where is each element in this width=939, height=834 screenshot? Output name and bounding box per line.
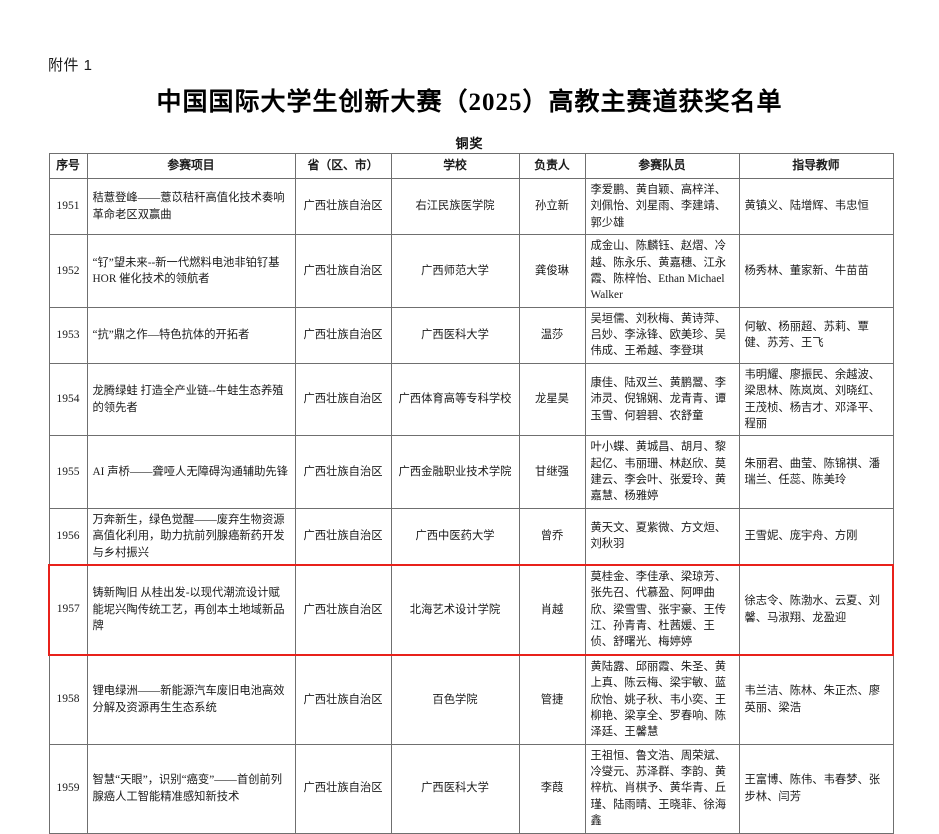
cell-project: 智慧“天眼”，识别“癌变”——首创前列腺癌人工智能精准感知新技术 — [86, 743, 296, 834]
cell-teachers: 朱丽君、曲莹、陈锦祺、潘瑞兰、任蕊、陈美玲 — [738, 435, 894, 509]
table-row: 1951 秸薏登峰——薏苡秸秆高值化技术奏响革命老区双赢曲 广西壮族自治区 右江民族医… — [48, 177, 894, 236]
cell-province: 广西壮族自治区 — [294, 306, 392, 364]
cell-project: 秸薏登峰——薏苡秸秆高值化技术奏响革命老区双赢曲 — [86, 177, 296, 236]
page-title: 中国国际大学生创新大赛（2025）高教主赛道获奖名单 — [156, 89, 783, 116]
cell-leader: 温莎 — [518, 306, 586, 364]
cell-school: 广西医科大学 — [390, 743, 520, 834]
cell-members: 王祖恒、鲁文浩、周荣斌、冷燮元、苏泽群、李韵、黄梓杭、肖棋予、黄华青、丘瑾、陆雨… — [584, 743, 740, 834]
cell-school: 右江民族医学院 — [390, 177, 520, 236]
column-header-school: 学校 — [390, 153, 520, 179]
cell-leader: 龚俊琳 — [518, 234, 586, 308]
cell-members: 李爱鹏、黄自颖、高梓洋、刘佩怡、刘星雨、李建靖、郭少雄 — [584, 177, 740, 236]
column-header-teachers: 指导教师 — [738, 153, 894, 179]
cell-leader: 曾乔 — [518, 507, 586, 566]
cell-teachers: 王雪妮、庞宇舟、方刚 — [738, 507, 894, 566]
cell-project: 万奔新生，绿色觉醒——废弃生物资源高值化利用，助力抗前列腺癌新药开发与乡村振兴 — [86, 507, 296, 566]
cell-project: 龙腾绿蛙 打造全产业链--牛蛙生态养殖的领先者 — [86, 362, 296, 437]
cell-project: 锂电绿洲——新能源汽车废旧电池高效分解及资源再生生态系统 — [86, 654, 296, 745]
cell-seq: 1952 — [48, 234, 88, 308]
document-page: 附件 1 中国国际大学生创新大赛（2025）高教主赛道获奖名单 铜奖 序号 参赛… — [48, 57, 894, 834]
cell-school: 广西医科大学 — [390, 306, 520, 364]
cell-seq: 1951 — [48, 177, 88, 236]
column-header-leader: 负责人 — [518, 153, 586, 179]
column-header-province: 省（区、市） — [294, 153, 392, 179]
cell-teachers: 韦兰洁、陈林、朱正杰、廖英丽、梁浩 — [738, 654, 894, 745]
cell-leader: 李葭 — [518, 743, 586, 834]
cell-project: “抗”鼎之作—特色抗体的开拓者 — [86, 306, 296, 364]
cell-members: 莫桂金、李佳承、梁琼芳、张先召、代慕盈、阿呷曲欣、梁雪雪、张宇豪、王传江、孙青青… — [584, 563, 740, 656]
column-header-seq: 序号 — [48, 153, 88, 179]
cell-school: 广西金融职业技术学院 — [390, 435, 520, 509]
cell-school: 广西中医药大学 — [390, 507, 520, 566]
cell-seq: 1956 — [48, 507, 88, 566]
table-row: 1953 “抗”鼎之作—特色抗体的开拓者 广西壮族自治区 广西医科大学 温莎 吴垣儒、刘秋… — [48, 306, 894, 364]
table-row: 1959 智慧“天眼”，识别“癌变”——首创前列腺癌人工智能精准感知新技术 广西壮族… — [48, 743, 894, 834]
cell-province: 广西壮族自治区 — [294, 654, 392, 745]
cell-province: 广西壮族自治区 — [294, 507, 392, 566]
table-row: 1956 万奔新生，绿色觉醒——废弃生物资源高值化利用，助力抗前列腺癌新药开发与乡… — [48, 507, 894, 566]
cell-project: AI 声桥——聋哑人无障碍沟通辅助先锋 — [86, 435, 296, 509]
cell-province: 广西壮族自治区 — [294, 563, 392, 656]
cell-members: 吴垣儒、刘秋梅、黄诗萍、吕妙、李泳锋、欧美珍、吴伟成、王希越、李登琪 — [584, 306, 740, 364]
cell-leader: 龙星昊 — [518, 362, 586, 437]
cell-leader: 甘继强 — [518, 435, 586, 509]
table-header-row: 序号 参赛项目 省（区、市） 学校 负责人 参赛队员 指导教师 — [48, 153, 894, 179]
cell-teachers: 何敏、杨丽超、苏莉、覃健、苏芳、王飞 — [738, 306, 894, 364]
cell-members: 成金山、陈麟钰、赵熠、冷越、陈永乐、黄嘉穗、江永霞、陈梓怡、Ethan Mich… — [584, 234, 740, 308]
cell-province: 广西壮族自治区 — [294, 177, 392, 236]
cell-seq: 1958 — [48, 654, 88, 745]
cell-members: 叶小蝶、黄城昌、胡月、黎起亿、韦丽珊、林赵欣、莫建云、李会叶、张爱玲、黄嘉慧、杨… — [584, 435, 740, 509]
table-row: 1958 锂电绿洲——新能源汽车废旧电池高效分解及资源再生生态系统 广西壮族自治区百… — [48, 654, 894, 745]
cell-teachers: 杨秀林、董家新、牛苗苗 — [738, 234, 894, 308]
cell-school: 广西师范大学 — [390, 234, 520, 308]
table-row: 1955 AI 声桥——聋哑人无障碍沟通辅助先锋 广西壮族自治区 广西金融职业技术学院… — [48, 435, 894, 509]
table-row: 1952 “钌”望未来--新一代燃料电池非铂钌基 HOR 催化技术的领航者 广西壮族… — [48, 234, 894, 308]
table-row-highlighted: 1957 铸新陶旧 从桂出发-以现代潮流设计赋能坭兴陶传统工艺，再创本土地域新品牌… — [48, 563, 894, 656]
cell-seq: 1953 — [48, 306, 88, 364]
cell-province: 广西壮族自治区 — [294, 743, 392, 834]
cell-leader: 肖越 — [518, 563, 586, 656]
cell-members: 康佳、陆双兰、黄鹏翯、李沛灵、倪锦娴、龙青青、谭玉雪、何碧碧、农舒童 — [584, 362, 740, 437]
cell-teachers: 徐志令、陈渤水、云夏、刘馨、马淑翔、龙盈迎 — [738, 563, 894, 656]
cell-province: 广西壮族自治区 — [294, 362, 392, 437]
cell-teachers: 黄镇义、陆增辉、韦忠恒 — [738, 177, 894, 236]
table-body: 1951 秸薏登峰——薏苡秸秆高值化技术奏响革命老区双赢曲 广西壮族自治区 右江民族医… — [48, 177, 894, 834]
column-header-project: 参赛项目 — [86, 153, 296, 179]
attachment-label: 附件 1 — [48, 57, 93, 74]
cell-school: 百色学院 — [390, 654, 520, 745]
cell-teachers: 王富博、陈伟、韦春梦、张步林、闫芳 — [738, 743, 894, 834]
cell-province: 广西壮族自治区 — [294, 234, 392, 308]
cell-seq: 1959 — [48, 743, 88, 834]
cell-seq: 1957 — [48, 563, 88, 656]
cell-members: 黄陆露、邱丽霞、朱圣、黄上真、陈云梅、梁宇敏、蓝欣怡、姚子秋、韦小奕、王柳艳、梁… — [584, 654, 740, 745]
cell-leader: 孙立新 — [518, 177, 586, 236]
cell-school: 广西体育高等专科学校 — [390, 362, 520, 437]
cell-leader: 管捷 — [518, 654, 586, 745]
cell-school: 北海艺术设计学院 — [390, 563, 520, 656]
cell-members: 黄天文、夏紫微、方文烜、刘秋羽 — [584, 507, 740, 566]
cell-province: 广西壮族自治区 — [294, 435, 392, 509]
cell-project: 铸新陶旧 从桂出发-以现代潮流设计赋能坭兴陶传统工艺，再创本土地域新品牌 — [86, 563, 296, 656]
cell-seq: 1955 — [48, 435, 88, 509]
cell-project: “钌”望未来--新一代燃料电池非铂钌基 HOR 催化技术的领航者 — [86, 234, 296, 308]
award-list-table: 序号 参赛项目 省（区、市） 学校 负责人 参赛队员 指导教师 1951 秸薏登峰… — [48, 153, 894, 834]
column-header-members: 参赛队员 — [584, 153, 740, 179]
table-row: 1954 龙腾绿蛙 打造全产业链--牛蛙生态养殖的领先者 广西壮族自治区 广西体育高等… — [48, 362, 894, 437]
cell-teachers: 韦明耀、廖振民、余越波、梁思林、陈岚岚、刘晓红、王茂桢、杨吉才、邓泽平、程丽 — [738, 362, 894, 437]
award-level-label: 铜奖 — [455, 136, 484, 151]
cell-seq: 1954 — [48, 362, 88, 437]
